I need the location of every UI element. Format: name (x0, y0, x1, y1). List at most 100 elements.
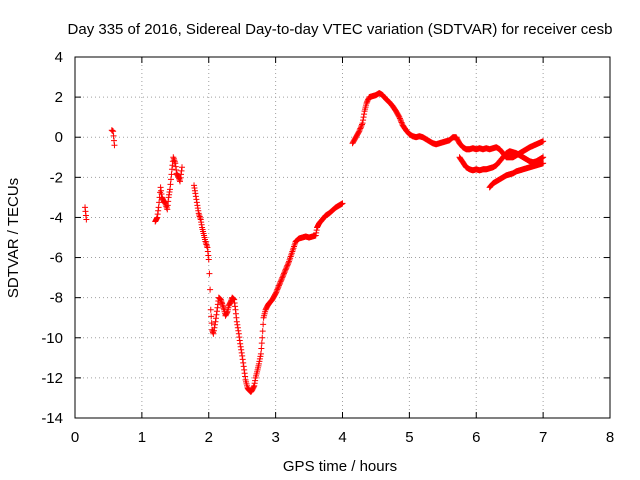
data-point-marker (278, 277, 285, 284)
data-point-marker (281, 269, 288, 276)
data-point-marker (197, 214, 204, 221)
data-point-marker (208, 313, 215, 320)
data-point-marker (257, 353, 264, 360)
data-point-marker (208, 320, 215, 327)
data-point-marker (255, 360, 262, 367)
chart-title: Day 335 of 2016, Sidereal Day-to-day VTE… (68, 21, 613, 38)
data-point-marker (240, 363, 247, 370)
data-point-marker (284, 261, 291, 268)
data-point-marker (278, 275, 285, 282)
data-point-marker (153, 215, 160, 222)
data-point-marker (111, 142, 118, 149)
data-point-marker (178, 167, 185, 174)
data-point-marker (361, 111, 368, 118)
data-point-marker (212, 318, 219, 325)
data-point-marker (283, 265, 290, 272)
data-point-marker (238, 349, 245, 356)
data-point-marker (206, 270, 213, 277)
data-point-marker (277, 279, 284, 286)
data-point-marker (282, 266, 289, 273)
data-point-marker (219, 302, 226, 309)
data-point-marker (275, 282, 282, 289)
x-tick-label: 0 (71, 429, 79, 446)
data-point-marker (203, 241, 210, 248)
data-point-marker (398, 119, 405, 126)
y-tick-label: 2 (55, 89, 63, 106)
x-tick-label: 3 (271, 429, 279, 446)
data-point-marker (205, 256, 212, 263)
data-point-marker (275, 283, 282, 290)
y-tick-label: -4 (50, 209, 63, 226)
y-tick-label: 0 (55, 129, 63, 146)
data-point-marker (167, 176, 174, 183)
data-point-marker (272, 290, 279, 297)
data-point-marker (193, 199, 200, 206)
data-point-marker (109, 127, 116, 134)
data-point-marker (210, 330, 217, 337)
x-tick-label: 6 (472, 429, 480, 446)
data-point-marker (233, 318, 240, 325)
data-point-marker (397, 116, 404, 123)
data-point-marker (220, 303, 227, 310)
x-tick-label: 2 (205, 429, 213, 446)
data-point-marker (237, 343, 244, 350)
data-point-marker (156, 199, 163, 206)
data-point-marker (282, 267, 289, 274)
data-point-marker (211, 324, 218, 331)
data-point-marker (357, 125, 364, 132)
data-point-marker (202, 240, 209, 247)
data-point-marker (260, 321, 267, 328)
data-points (82, 90, 547, 395)
data-point-marker (170, 154, 177, 161)
data-point-marker (203, 243, 210, 250)
y-axis-label: SDTVAR / TECUs (5, 178, 22, 298)
grid-lines (75, 57, 610, 418)
data-point-marker (360, 117, 367, 124)
y-tick-label: 4 (55, 49, 63, 66)
data-point-marker (192, 193, 199, 200)
data-point-marker (213, 311, 220, 318)
data-point-marker (280, 270, 287, 277)
x-tick-label: 5 (405, 429, 413, 446)
data-point-marker (211, 321, 218, 328)
data-point-marker (396, 115, 403, 122)
data-point-marker (274, 285, 281, 292)
data-point-marker (155, 204, 162, 211)
data-point-marker (193, 196, 200, 203)
data-point-marker (540, 154, 547, 161)
data-point-marker (176, 178, 183, 185)
data-point-marker (207, 286, 214, 293)
data-point-marker (540, 160, 547, 167)
data-point-marker (168, 171, 175, 178)
data-point-marker (220, 305, 227, 312)
data-point-marker (279, 273, 286, 280)
data-point-marker (273, 289, 280, 296)
data-point-marker (230, 296, 237, 303)
data-point-marker (259, 334, 266, 341)
data-point-marker (196, 213, 203, 220)
data-point-marker (177, 171, 184, 178)
y-tick-label: -6 (50, 250, 63, 267)
data-point-marker (258, 345, 265, 352)
data-point-marker (235, 327, 242, 334)
data-point-marker (259, 328, 266, 335)
data-point-marker (179, 164, 185, 171)
data-point-marker (339, 200, 346, 207)
data-point-marker (356, 128, 363, 135)
data-point-marker (356, 126, 363, 133)
data-point-marker (396, 114, 403, 121)
y-tick-label: -2 (50, 169, 63, 186)
data-point-marker (256, 358, 263, 365)
data-point-marker (358, 122, 365, 129)
data-point-marker (166, 186, 173, 193)
data-point-marker (108, 127, 115, 134)
x-tick-label: 8 (606, 429, 614, 446)
data-point-marker (240, 359, 247, 366)
y-tick-label: -8 (50, 290, 63, 307)
y-tick-label: -14 (41, 410, 63, 427)
axis-ticks: 0 1 2 3 4 5 6 7 8 -14 -12 -10 -8 -6 -4 -2 0 2 4 (41, 49, 614, 446)
x-axis-label: GPS time / hours (283, 458, 397, 475)
data-point-marker (237, 340, 244, 347)
data-point-marker (83, 216, 90, 223)
data-point-marker (256, 355, 263, 362)
